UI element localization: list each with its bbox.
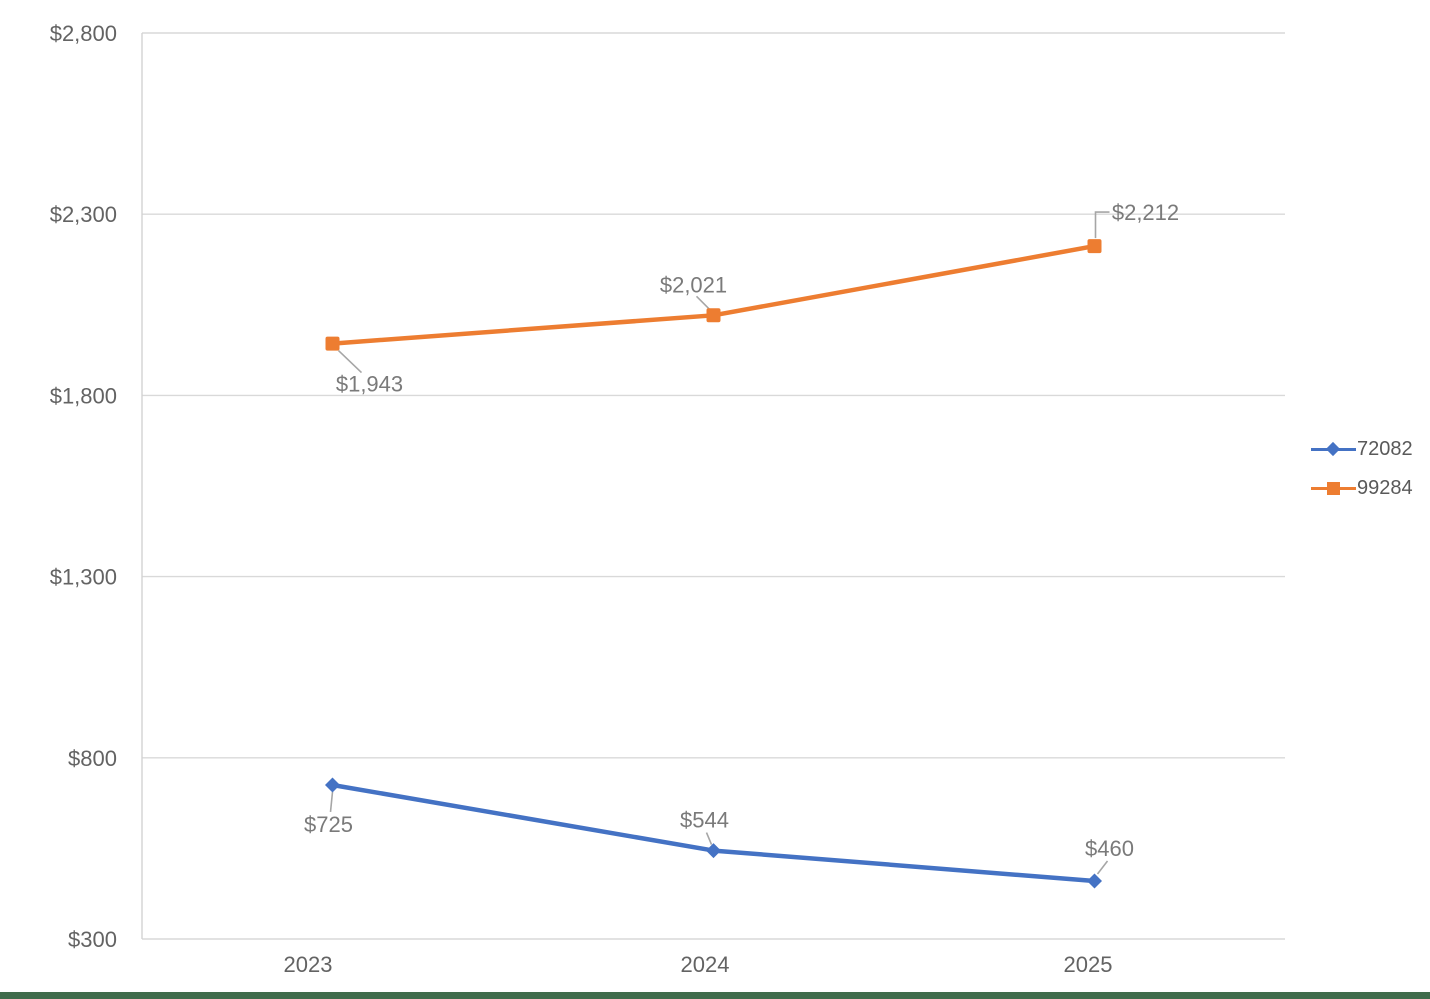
window-bottom-edge-bar [0, 992, 1430, 999]
square-marker-icon [1087, 239, 1102, 254]
data-label-leader-line [1094, 211, 1110, 239]
y-axis-tick-label: $2,300 [50, 202, 117, 227]
x-axis-tick-label: 2024 [681, 952, 730, 977]
data-label-leader-line [695, 295, 711, 310]
data-label: $2,021 [660, 272, 727, 297]
data-label-leader-line [337, 349, 363, 374]
y-axis-tick-label: $800 [68, 746, 117, 771]
chart-legend: 72082 99284 [1311, 438, 1413, 499]
data-label: $544 [680, 808, 729, 833]
square-marker-icon [1327, 482, 1340, 495]
y-axis-tick-label: $1,800 [50, 383, 117, 408]
diamond-marker-icon [1087, 873, 1102, 889]
diamond-marker-icon [325, 777, 340, 793]
data-label-leader-line [705, 832, 713, 845]
diamond-marker-icon [1325, 441, 1341, 457]
y-axis-tick-label: $1,300 [50, 565, 117, 590]
legend-marker-72082 [1311, 438, 1356, 460]
legend-label-99284: 99284 [1357, 476, 1413, 499]
legend-item-99284[interactable]: 99284 [1311, 477, 1413, 499]
data-label: $2,212 [1112, 200, 1179, 225]
x-axis-tick-label: 2025 [1064, 952, 1113, 977]
legend-marker-99284 [1311, 477, 1356, 499]
data-label: $1,943 [336, 372, 403, 397]
legend-item-72082[interactable]: 72082 [1311, 438, 1413, 460]
data-label: $460 [1085, 836, 1134, 861]
data-label: $725 [304, 812, 353, 837]
series-line-72082 [330, 782, 1097, 884]
x-axis-tick-label: 2023 [284, 952, 333, 977]
square-marker-icon [325, 336, 340, 351]
data-label-leader-line [1096, 860, 1109, 875]
y-axis-tick-label: $2,800 [50, 21, 117, 46]
data-label-leader-line [329, 791, 334, 813]
legend-label-72082: 72082 [1357, 437, 1413, 460]
diamond-marker-icon [706, 843, 721, 859]
y-axis-tick-label: $300 [68, 927, 117, 952]
square-marker-icon [706, 308, 721, 323]
